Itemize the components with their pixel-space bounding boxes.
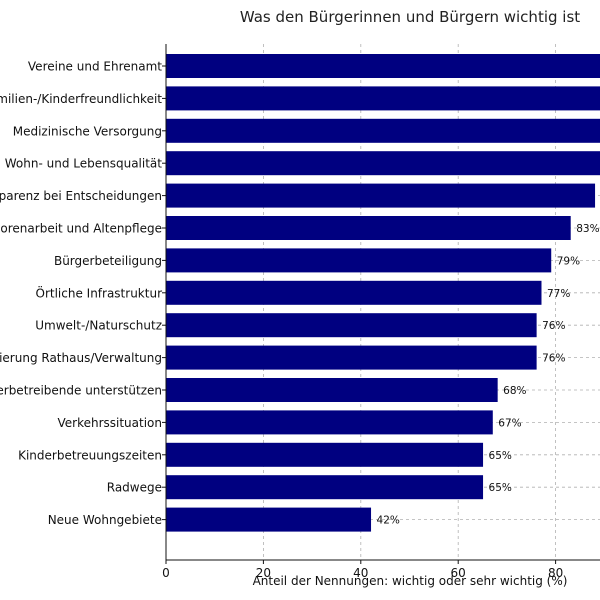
category-label: Transparenz bei Entscheidungen xyxy=(0,189,162,203)
value-label: 79% xyxy=(557,255,580,267)
x-tick-label: 80 xyxy=(548,566,563,580)
x-tick-label: 20 xyxy=(256,566,271,580)
category-label: Gewerbetreibende unterstützen xyxy=(0,384,162,398)
category-label: Modernisierung Rathaus/Verwaltung xyxy=(0,351,162,365)
value-label: 77% xyxy=(547,288,570,300)
bar xyxy=(166,507,372,532)
bar xyxy=(166,345,537,370)
value-label: 76% xyxy=(542,320,565,332)
category-label: Verkehrssituation xyxy=(57,416,162,430)
label-layer: Vereine und Ehrenamt Familien-/Kinderfreu… xyxy=(0,60,600,528)
bar xyxy=(166,313,537,338)
x-axis-label: Anteil der Nennungen: wichtig oder sehr … xyxy=(253,574,568,588)
bar xyxy=(166,118,600,143)
x-tick-label: 40 xyxy=(353,566,368,580)
bar xyxy=(166,248,552,273)
category-label: Neue Wohngebiete xyxy=(48,513,162,527)
category-label: Radwege xyxy=(107,481,162,495)
category-label: Umwelt-/Naturschutz xyxy=(35,319,162,333)
chart-title: Was den Bürgerinnen und Bürgern wichtig … xyxy=(240,8,580,26)
bar xyxy=(166,151,600,176)
category-label: Vereine und Ehrenamt xyxy=(28,60,162,74)
bar xyxy=(166,442,484,467)
bar xyxy=(166,54,600,78)
category-label: Seniorenarbeit und Altenpflege xyxy=(0,222,162,236)
bar xyxy=(166,410,493,435)
category-label: Örtliche Infrastruktur xyxy=(36,284,163,300)
bar xyxy=(166,183,596,208)
value-label: 68% xyxy=(503,385,526,397)
value-label: 65% xyxy=(489,450,512,462)
bar xyxy=(166,475,484,500)
bar xyxy=(166,86,600,111)
value-label: 42% xyxy=(377,515,400,527)
bar-layer xyxy=(166,54,600,532)
category-label: Medizinische Versorgung xyxy=(13,124,162,138)
category-label: Kinderbetreuungszeiten xyxy=(18,448,162,462)
bar xyxy=(166,280,542,305)
bar xyxy=(166,378,498,402)
tick-layer: 0 20 40 60 80 xyxy=(162,65,563,580)
value-label: 83% xyxy=(576,223,599,235)
category-label: Familien-/Kinderfreundlichkeit xyxy=(0,92,162,106)
value-label: 67% xyxy=(498,417,521,429)
value-label: 76% xyxy=(542,353,565,365)
x-tick-label: 60 xyxy=(451,566,466,580)
x-tick-label: 0 xyxy=(162,566,170,580)
bar xyxy=(166,216,571,240)
category-label: Wohn- und Lebensqualität xyxy=(5,157,163,171)
category-label: Bürgerbeteiligung xyxy=(54,254,162,268)
value-label: 65% xyxy=(489,482,512,494)
